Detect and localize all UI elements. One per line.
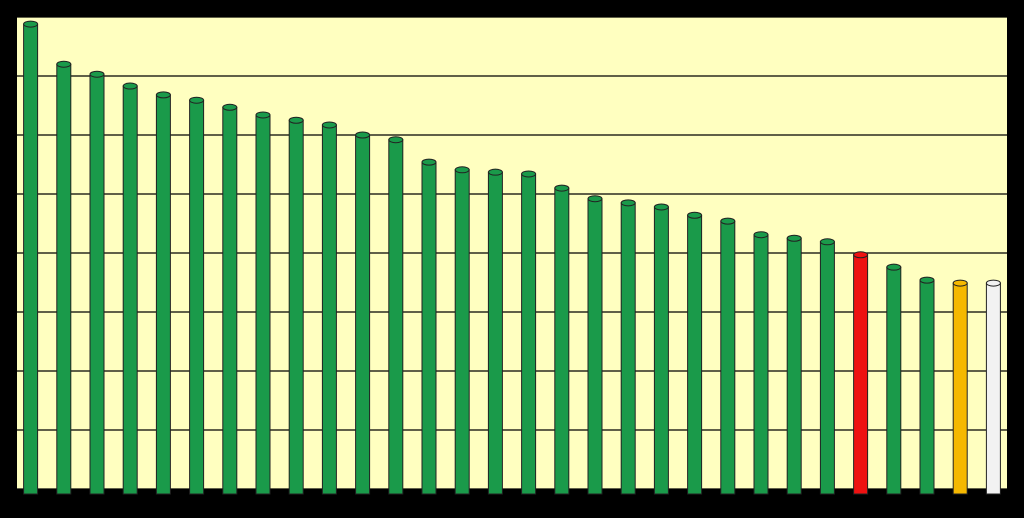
bar-body bbox=[620, 202, 636, 495]
bar-cap bbox=[155, 91, 171, 99]
bar-cap bbox=[819, 238, 835, 246]
bar-cap bbox=[454, 166, 470, 174]
bar-cap bbox=[388, 136, 404, 144]
bar bbox=[886, 263, 902, 495]
bar-body bbox=[255, 114, 271, 495]
bar bbox=[753, 231, 769, 495]
bar-body bbox=[155, 94, 171, 495]
bar-cap bbox=[288, 116, 304, 124]
bar-body bbox=[720, 220, 736, 495]
bar bbox=[554, 184, 570, 495]
bar-body bbox=[23, 23, 39, 495]
bar bbox=[89, 70, 105, 495]
bar-cap bbox=[886, 263, 902, 271]
bar-body bbox=[288, 119, 304, 495]
bar-cap bbox=[687, 211, 703, 219]
bar bbox=[23, 20, 39, 495]
bar bbox=[919, 276, 935, 495]
bar-cap bbox=[122, 82, 138, 90]
bar-cap bbox=[56, 60, 72, 68]
bar-body bbox=[786, 237, 802, 495]
bar bbox=[720, 217, 736, 495]
bar-body bbox=[853, 254, 869, 495]
bar bbox=[687, 211, 703, 495]
bar bbox=[222, 103, 238, 495]
bar-body bbox=[886, 266, 902, 495]
bar-cap bbox=[23, 20, 39, 28]
bar-cap bbox=[222, 103, 238, 111]
bar-body bbox=[819, 241, 835, 495]
bar-body bbox=[919, 279, 935, 495]
bar-body bbox=[321, 124, 337, 495]
bar-body bbox=[388, 139, 404, 495]
bar-cap bbox=[421, 158, 437, 166]
bar bbox=[853, 251, 869, 495]
bar-body bbox=[487, 171, 503, 495]
bar-body bbox=[421, 161, 437, 495]
bar-cap bbox=[554, 184, 570, 192]
bar bbox=[620, 199, 636, 495]
bar-body bbox=[653, 206, 669, 495]
bar-cap bbox=[919, 276, 935, 284]
bar bbox=[454, 166, 470, 495]
bar-body bbox=[687, 214, 703, 495]
bar bbox=[952, 279, 968, 495]
bar-body bbox=[587, 198, 603, 495]
bar-body bbox=[189, 99, 205, 495]
bar-cap bbox=[720, 217, 736, 225]
bar-body bbox=[56, 63, 72, 495]
bar-body bbox=[355, 134, 371, 495]
bar-body bbox=[985, 282, 1001, 495]
bar-body bbox=[753, 234, 769, 495]
bar-cap bbox=[620, 199, 636, 207]
bar-cap bbox=[786, 234, 802, 242]
bar-cap bbox=[89, 70, 105, 78]
bar bbox=[786, 234, 802, 495]
bar bbox=[56, 60, 72, 495]
bar-cap bbox=[487, 168, 503, 176]
bar bbox=[355, 131, 371, 495]
bar-cap bbox=[653, 203, 669, 211]
bar-cap bbox=[521, 170, 537, 178]
bar-cap bbox=[355, 131, 371, 139]
bar bbox=[487, 168, 503, 495]
bar bbox=[985, 279, 1001, 495]
bar-body bbox=[122, 85, 138, 495]
bar-cap bbox=[753, 231, 769, 239]
bar-body bbox=[521, 173, 537, 495]
bar-body bbox=[222, 106, 238, 495]
bar-cap bbox=[952, 279, 968, 287]
bar bbox=[122, 82, 138, 495]
bar bbox=[155, 91, 171, 495]
bar bbox=[521, 170, 537, 495]
bar bbox=[288, 116, 304, 495]
bar bbox=[321, 121, 337, 495]
bar-cap bbox=[985, 279, 1001, 287]
bar bbox=[421, 158, 437, 495]
bar-cap bbox=[255, 111, 271, 119]
bar-body bbox=[454, 169, 470, 495]
bar-cap bbox=[189, 96, 205, 104]
bar bbox=[255, 111, 271, 495]
bar bbox=[388, 136, 404, 495]
bar bbox=[819, 238, 835, 495]
bar bbox=[587, 195, 603, 495]
bar-body bbox=[554, 187, 570, 495]
bar-body bbox=[89, 73, 105, 495]
floor bbox=[17, 489, 1007, 498]
bar bbox=[189, 96, 205, 495]
bar bbox=[653, 203, 669, 495]
bar-cap bbox=[321, 121, 337, 129]
bar-cap bbox=[587, 195, 603, 203]
bar-body bbox=[952, 282, 968, 495]
bar-cap bbox=[853, 251, 869, 259]
plot-area bbox=[17, 17, 1007, 493]
